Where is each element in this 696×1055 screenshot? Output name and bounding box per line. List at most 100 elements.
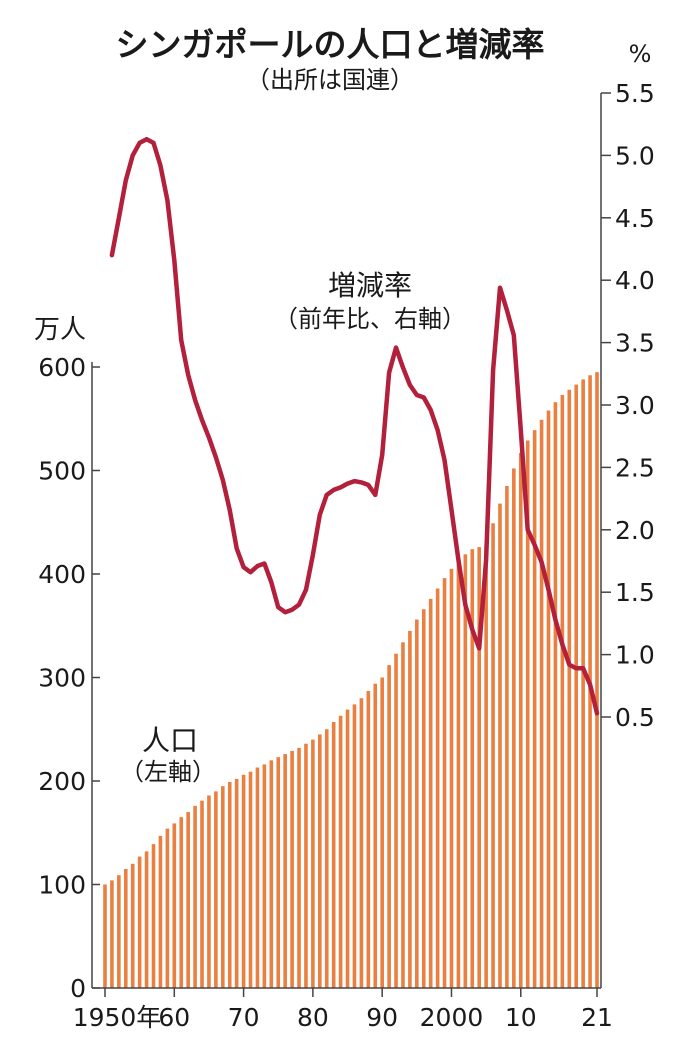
population-bar	[255, 767, 260, 988]
population-bar	[373, 683, 378, 988]
population-bar	[338, 715, 343, 988]
population-bar	[324, 729, 329, 988]
population-bar	[491, 523, 495, 988]
right-axis-tick-label: 1.5	[615, 578, 655, 607]
x-axis-tick-label: 1950年	[73, 1003, 162, 1032]
population-bar	[234, 778, 239, 988]
population-bar	[380, 677, 384, 988]
population-bar	[352, 704, 357, 988]
population-bar	[456, 560, 461, 988]
chart-title: シンガポールの人口と増減率	[116, 25, 545, 64]
left-axis-unit: 万人	[34, 315, 86, 345]
population-bar	[387, 665, 391, 988]
population-bar	[470, 549, 475, 988]
population-bar	[221, 786, 225, 988]
population-bar	[241, 774, 246, 988]
population-bar	[484, 545, 488, 988]
population-bar	[415, 619, 419, 988]
axes: 0 100 200 300 400 500 600 0.5 1.0 1.5 2.0 2.5 3.0 3.5…	[38, 79, 654, 1032]
growth-rate-label: 増減率	[328, 269, 412, 302]
population-bar	[421, 609, 426, 988]
population-bar	[581, 379, 585, 988]
population-bar	[553, 402, 558, 988]
population-bar	[331, 722, 336, 988]
population-bar	[345, 709, 350, 988]
population-bar	[505, 486, 509, 988]
population-bar	[532, 430, 537, 988]
right-axis-tick-label: 3.5	[615, 329, 655, 358]
population-bar	[297, 747, 301, 988]
left-axis-tick-label: 0	[70, 974, 86, 1003]
population-bar	[318, 734, 322, 988]
x-axis-tick-label: 10	[505, 1003, 537, 1032]
right-axis-tick-label: 4.0	[615, 266, 655, 295]
left-axis-tick-label: 500	[38, 457, 86, 486]
x-axis-tick-label: 70	[228, 1003, 260, 1032]
left-axis-tick-label: 200	[38, 767, 86, 796]
growth-rate-axis-note: （前年比、右軸）	[274, 305, 466, 333]
population-bar	[463, 554, 468, 988]
population-bar	[304, 743, 308, 988]
population-bar	[560, 394, 565, 988]
population-bar	[117, 875, 121, 988]
population-bar	[477, 547, 481, 988]
population-bar	[394, 653, 398, 988]
left-axis-tick-label: 100	[38, 871, 86, 900]
population-bar	[574, 384, 579, 989]
population-bar	[449, 568, 454, 988]
population-bar	[165, 828, 170, 988]
population-bar	[172, 823, 177, 988]
population-bar	[103, 884, 107, 988]
population-bar	[123, 868, 128, 988]
population-bar	[408, 630, 412, 988]
population-bar	[262, 764, 267, 988]
right-axis-unit: %	[629, 40, 652, 68]
population-bar	[595, 372, 599, 988]
population-bar	[144, 851, 149, 988]
x-axis-tick-label: 2000	[420, 1003, 484, 1032]
population-bar	[428, 598, 433, 988]
left-axis-tick-label: 300	[38, 664, 86, 693]
population-bar	[442, 578, 447, 988]
population-bar	[311, 739, 315, 988]
population-bar	[498, 503, 502, 988]
population-bar	[130, 863, 135, 988]
population-bar	[366, 690, 371, 988]
population-bar	[546, 410, 551, 989]
population-bar	[290, 750, 294, 988]
population-bar	[200, 800, 204, 988]
population-bar	[151, 844, 156, 988]
growth-rate-line	[109, 136, 600, 716]
right-axis-tick-label: 5.0	[615, 141, 655, 170]
population-bar	[401, 642, 405, 988]
chart-subtitle: （出所は国連）	[246, 66, 414, 94]
population-bar	[227, 782, 232, 988]
population-bar	[207, 795, 211, 988]
right-axis-tick-label: 3.0	[615, 391, 655, 420]
population-bar	[179, 817, 184, 988]
population-bar	[539, 419, 544, 988]
population-bar	[269, 760, 274, 988]
x-axis-tick-label: 60	[158, 1003, 190, 1032]
right-axis-tick-label: 1.0	[615, 641, 655, 670]
population-bar	[193, 805, 197, 988]
population-bar	[137, 856, 142, 988]
right-axis-tick-label: 2.5	[615, 453, 655, 482]
x-axis-tick-label: 80	[297, 1003, 329, 1032]
population-bar	[512, 468, 516, 988]
population-bar	[110, 880, 114, 988]
population-axis-note: （左軸）	[120, 758, 216, 786]
population-bar	[248, 771, 253, 988]
population-bar	[525, 440, 530, 988]
growth-rate-series-line	[109, 136, 600, 716]
right-axis-tick-label: 2.0	[615, 516, 655, 545]
population-bar	[186, 812, 190, 988]
x-axis-tick-label: 21	[581, 1003, 613, 1032]
x-axis-tick-label: 90	[366, 1003, 398, 1032]
population-bar	[276, 757, 281, 988]
population-bars	[103, 372, 599, 989]
population-bar	[158, 835, 163, 988]
right-axis-tick-label: 0.5	[615, 703, 655, 732]
population-bar	[283, 754, 287, 988]
